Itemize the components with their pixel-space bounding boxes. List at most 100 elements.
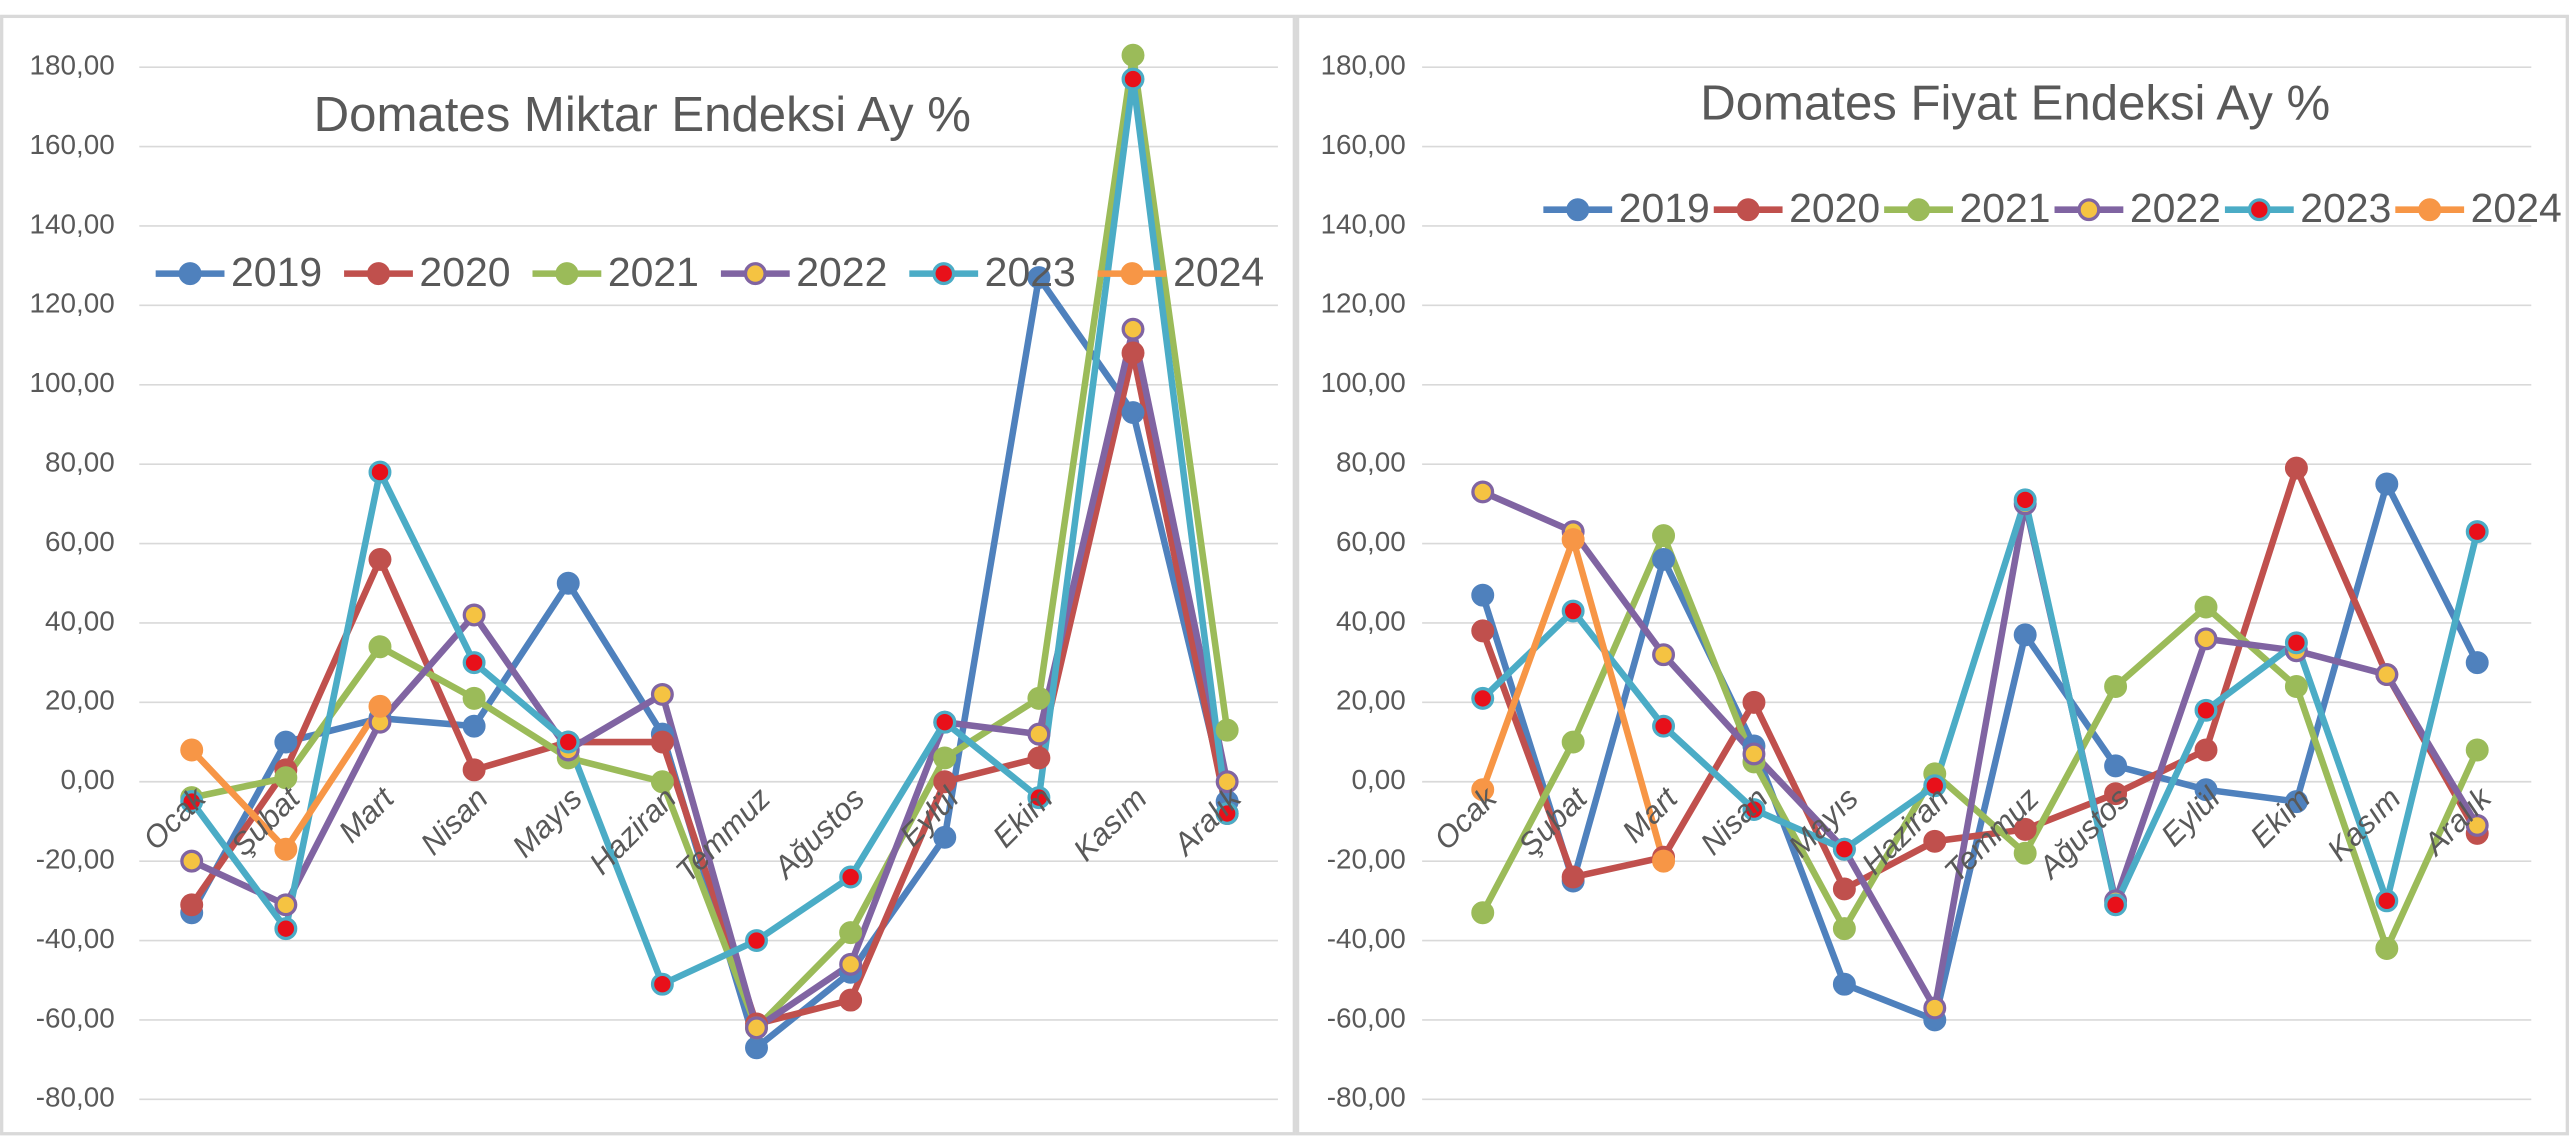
data-point xyxy=(1027,266,1051,290)
data-point xyxy=(180,849,204,873)
data-point xyxy=(650,682,674,706)
data-point xyxy=(1832,877,1856,901)
data-point xyxy=(1652,547,1676,571)
data-point xyxy=(2013,623,2037,647)
y-tick-label: -20,00 xyxy=(1327,844,1406,875)
legend-label: 2019 xyxy=(1619,185,1710,231)
legend-marker xyxy=(2418,198,2442,222)
legend-label: 2023 xyxy=(2300,185,2391,231)
data-point xyxy=(1832,917,1856,941)
data-point xyxy=(2104,782,2128,806)
series-line xyxy=(1480,496,2481,909)
data-point xyxy=(274,917,298,941)
legend-label: 2021 xyxy=(608,249,699,295)
legend-marker xyxy=(178,262,202,286)
data-point xyxy=(274,837,298,861)
series-line xyxy=(1479,532,2481,952)
data-point xyxy=(1215,802,1239,825)
data-point xyxy=(1027,686,1051,710)
series-line xyxy=(191,51,1231,1032)
y-tick-label: -80,00 xyxy=(36,1082,115,1113)
data-point xyxy=(1923,774,1947,798)
legend-marker xyxy=(1907,198,1931,222)
data-point xyxy=(1121,67,1145,91)
data-point xyxy=(933,710,957,734)
x-tick-label: Ağustos xyxy=(2031,781,2137,887)
y-tick-label: -60,00 xyxy=(36,1002,115,1033)
data-point xyxy=(274,766,298,790)
data-point xyxy=(1832,837,1856,861)
data-point xyxy=(180,738,204,762)
data-point xyxy=(368,635,392,659)
data-point xyxy=(2375,937,2399,960)
x-tick-label: Nisan xyxy=(414,781,495,862)
series-line xyxy=(1479,464,2481,893)
legend-label: 2024 xyxy=(2471,185,2562,231)
data-point xyxy=(2104,675,2128,698)
data-point xyxy=(2013,817,2037,841)
data-point xyxy=(1471,686,1495,710)
data-point xyxy=(1121,341,1145,365)
panel-frame xyxy=(0,14,1296,1136)
data-point xyxy=(2284,675,2308,698)
legend-marker xyxy=(1120,262,1144,286)
data-point xyxy=(462,758,486,782)
data-point xyxy=(2194,627,2218,651)
data-point xyxy=(933,770,957,794)
data-point xyxy=(1832,972,1856,996)
legend-label: 2020 xyxy=(419,249,510,295)
data-point xyxy=(2375,472,2399,496)
legend-label: 2021 xyxy=(1960,185,2051,231)
data-point xyxy=(2194,778,2218,802)
series-line xyxy=(1479,480,2481,1024)
panel-frame xyxy=(1295,14,2569,1136)
data-point xyxy=(1121,317,1145,341)
data-point xyxy=(368,547,392,571)
data-point xyxy=(1561,528,1585,552)
y-tick-label: 40,00 xyxy=(1336,605,1406,636)
data-point xyxy=(1027,746,1051,770)
x-tick-label: Mayıs xyxy=(505,781,588,864)
data-point xyxy=(368,460,392,484)
data-point xyxy=(839,865,863,889)
legend-label: 2023 xyxy=(985,249,1076,295)
chart-title: Domates Miktar Endeksi Ay % xyxy=(314,88,971,142)
y-tick-label: 20,00 xyxy=(1336,685,1406,716)
data-point xyxy=(650,972,674,996)
y-tick-label: 120,00 xyxy=(30,288,115,319)
data-point xyxy=(1471,583,1495,607)
data-point xyxy=(839,921,863,945)
data-point xyxy=(1471,778,1495,802)
x-tick-label: Kasım xyxy=(1067,781,1154,868)
chart-title: Domates Fiyat Endeksi Ay % xyxy=(1700,76,2330,130)
data-point xyxy=(745,929,768,953)
y-tick-label: 100,00 xyxy=(30,367,115,398)
y-tick-label: 160,00 xyxy=(1321,129,1406,160)
data-point xyxy=(2375,663,2399,687)
data-point xyxy=(1121,401,1145,425)
y-tick-label: 140,00 xyxy=(1321,208,1406,239)
legend-marker xyxy=(1566,198,1590,222)
y-tick-label: 80,00 xyxy=(1336,447,1406,478)
data-point xyxy=(650,730,674,754)
data-point xyxy=(2465,520,2489,544)
x-tick-label: Haziran xyxy=(582,781,683,882)
y-tick-label: 0,00 xyxy=(1352,764,1406,795)
data-point xyxy=(1923,829,1947,853)
data-point xyxy=(745,1036,768,1060)
data-point xyxy=(180,893,204,917)
data-point xyxy=(1742,742,1766,766)
data-point xyxy=(839,988,863,1012)
data-point xyxy=(2465,813,2489,837)
data-point xyxy=(180,790,204,814)
data-point xyxy=(2104,754,2128,778)
y-tick-label: -20,00 xyxy=(36,844,115,875)
data-point xyxy=(1561,865,1585,889)
data-point xyxy=(1652,524,1676,548)
legend-label: 2020 xyxy=(1789,185,1880,231)
data-point xyxy=(2013,488,2037,512)
data-point xyxy=(2194,595,2218,619)
data-point xyxy=(2104,893,2128,917)
data-point xyxy=(556,571,580,595)
data-point xyxy=(1471,619,1495,643)
